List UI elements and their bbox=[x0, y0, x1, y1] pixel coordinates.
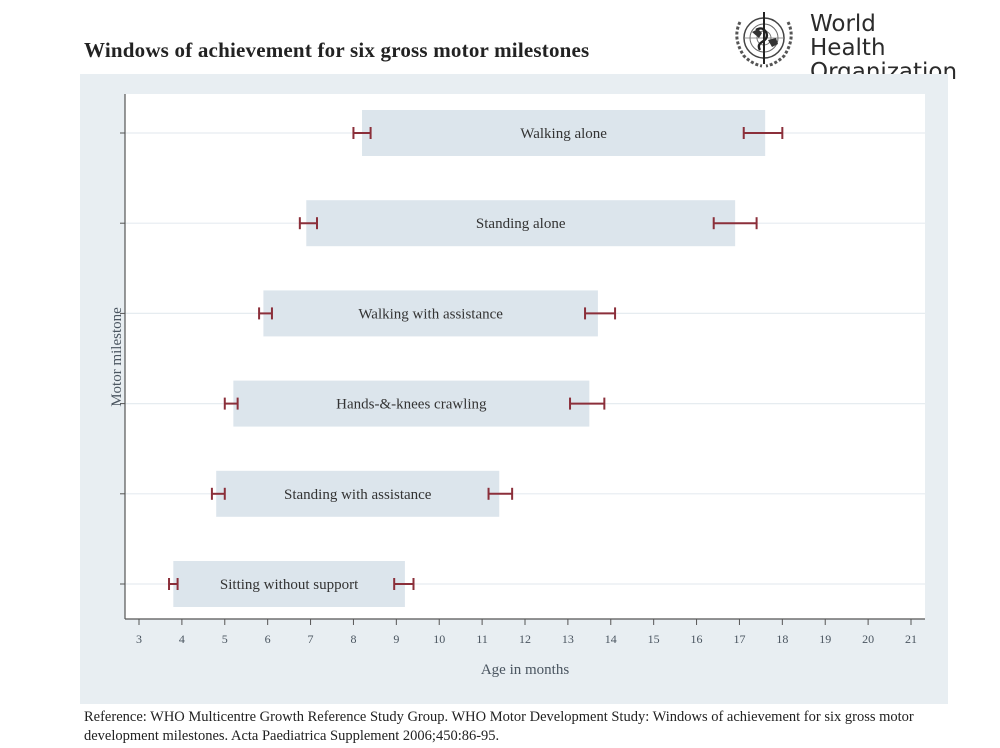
x-tick-label: 16 bbox=[691, 632, 703, 646]
ci-upper-bound bbox=[712, 217, 758, 230]
x-ticks: 3 4 5 6 7 8 9 10 11 12 13 14 15 16 17 18 19 20 21 bbox=[136, 619, 917, 646]
x-tick-label: 3 bbox=[136, 632, 142, 646]
x-tick-label: 18 bbox=[776, 632, 788, 646]
ci-upper-bound bbox=[393, 578, 415, 590]
milestone-bar bbox=[306, 200, 736, 247]
y-axis-label: Motor milestone bbox=[109, 307, 125, 407]
x-axis-label: Age in months bbox=[481, 662, 569, 678]
x-tick-label: 13 bbox=[562, 632, 574, 646]
milestone-bar bbox=[233, 380, 590, 427]
milestone-label: Standing alone bbox=[476, 216, 566, 232]
milestone-label: Sitting without support bbox=[220, 577, 359, 593]
ci-lower-bound bbox=[223, 397, 239, 410]
x-tick-label: 9 bbox=[393, 632, 399, 646]
x-tick-label: 21 bbox=[905, 632, 917, 646]
ci-lower-bound bbox=[352, 127, 372, 139]
milestone-label: Hands-&-knees crawling bbox=[336, 397, 487, 413]
ci-lower-bound bbox=[258, 307, 273, 320]
milestone-label: Standing with assistance bbox=[284, 487, 432, 503]
ci-upper-bound bbox=[584, 307, 617, 320]
x-tick-label: 7 bbox=[308, 632, 314, 646]
milestone-label: Walking with assistance bbox=[358, 306, 503, 322]
x-tick-label: 4 bbox=[179, 632, 185, 646]
x-tick-label: 17 bbox=[733, 632, 745, 646]
confidence-intervals bbox=[168, 127, 784, 590]
x-tick-label: 15 bbox=[648, 632, 660, 646]
ci-lower-bound bbox=[210, 487, 226, 500]
x-tick-label: 14 bbox=[605, 632, 617, 646]
bar-labels: Walking alone Standing alone Walking with … bbox=[220, 126, 607, 593]
reference-citation: Reference: WHO Multicentre Growth Refere… bbox=[84, 709, 914, 744]
x-tick-label: 5 bbox=[222, 632, 228, 646]
x-tick-label: 20 bbox=[862, 632, 874, 646]
ci-lower-bound bbox=[298, 217, 318, 230]
milestone-bar bbox=[216, 470, 500, 517]
plot-area bbox=[125, 94, 925, 619]
who-emblem-icon bbox=[735, 12, 793, 68]
bars bbox=[173, 110, 766, 607]
ci-upper-bound bbox=[569, 397, 606, 410]
ci-upper-bound bbox=[487, 487, 514, 500]
ci-lower-bound bbox=[168, 578, 179, 590]
ci-upper-bound bbox=[742, 127, 784, 139]
x-tick-label: 19 bbox=[819, 632, 831, 646]
x-tick-label: 8 bbox=[350, 632, 356, 646]
milestone-bar bbox=[173, 561, 405, 607]
x-tick-label: 6 bbox=[265, 632, 271, 646]
x-tick-label: 11 bbox=[476, 632, 488, 646]
x-tick-label: 12 bbox=[519, 632, 531, 646]
milestone-bar bbox=[362, 110, 766, 156]
milestone-bar bbox=[263, 290, 598, 337]
chart-title: Windows of achievement for six gross mot… bbox=[84, 38, 590, 62]
x-tick-label: 10 bbox=[433, 632, 445, 646]
milestone-label: Walking alone bbox=[520, 126, 607, 142]
logo-line-1: World Health bbox=[810, 11, 886, 61]
